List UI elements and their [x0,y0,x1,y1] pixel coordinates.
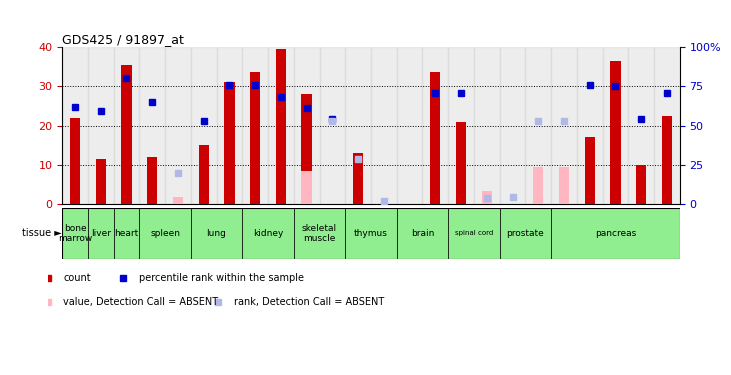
Text: thymus: thymus [354,229,388,238]
Bar [397,47,423,204]
Bar [276,49,286,204]
Bar [577,47,602,204]
Text: spinal cord: spinal cord [455,230,493,237]
Bar [423,47,448,204]
Bar [268,47,294,204]
Text: pancreas: pancreas [595,229,636,238]
Bar [397,208,448,259]
Bar [294,208,345,259]
Bar [121,64,132,204]
Bar [113,208,140,259]
Bar [62,208,88,259]
Bar [551,208,680,259]
Bar [448,47,474,204]
Bar [345,208,397,259]
Bar [224,82,235,204]
Text: count: count [64,273,91,283]
Bar [319,47,345,204]
Bar [526,47,551,204]
Bar [448,208,500,259]
Bar [602,47,629,204]
Bar [191,208,242,259]
Text: prostate: prostate [507,229,545,238]
Text: heart: heart [114,229,139,238]
Bar [430,72,441,204]
Bar [500,208,551,259]
Bar [140,47,165,204]
Bar [88,47,113,204]
Bar [301,94,312,204]
Bar [654,47,680,204]
Text: spleen: spleen [150,229,180,238]
Bar [250,72,260,204]
Bar [482,190,492,204]
Bar [474,47,500,204]
Bar [147,157,157,204]
Bar [242,208,294,259]
Bar [294,47,319,204]
Bar [173,196,183,204]
Text: brain: brain [411,229,434,238]
Bar [70,118,80,204]
Text: percentile rank within the sample: percentile rank within the sample [139,273,304,283]
Text: tissue ►: tissue ► [23,228,62,238]
Bar [629,47,654,204]
Text: value, Detection Call = ABSENT: value, Detection Call = ABSENT [64,297,219,307]
Bar [353,153,363,204]
Bar [551,47,577,204]
Bar [140,208,191,259]
Text: kidney: kidney [253,229,283,238]
Text: rank, Detection Call = ABSENT: rank, Detection Call = ABSENT [234,297,385,307]
Bar [88,208,113,259]
Bar [301,171,312,204]
Text: skeletal
muscle: skeletal muscle [302,224,337,243]
Text: bone
marrow: bone marrow [58,224,92,243]
Bar [199,146,209,204]
Bar [585,138,595,204]
Bar [216,47,242,204]
Bar [62,47,88,204]
Text: liver: liver [91,229,110,238]
Bar [242,47,268,204]
Bar [345,47,371,204]
Bar [191,47,216,204]
Bar [559,167,569,204]
Bar [165,47,191,204]
Bar [113,47,140,204]
Text: GDS425 / 91897_at: GDS425 / 91897_at [62,33,184,46]
Bar [610,61,621,204]
Text: lung: lung [207,229,227,238]
Bar [662,116,672,204]
Bar [636,165,646,204]
Bar [500,47,526,204]
Bar [456,122,466,204]
Bar [371,47,397,204]
Bar [96,159,106,204]
Bar [533,167,543,204]
